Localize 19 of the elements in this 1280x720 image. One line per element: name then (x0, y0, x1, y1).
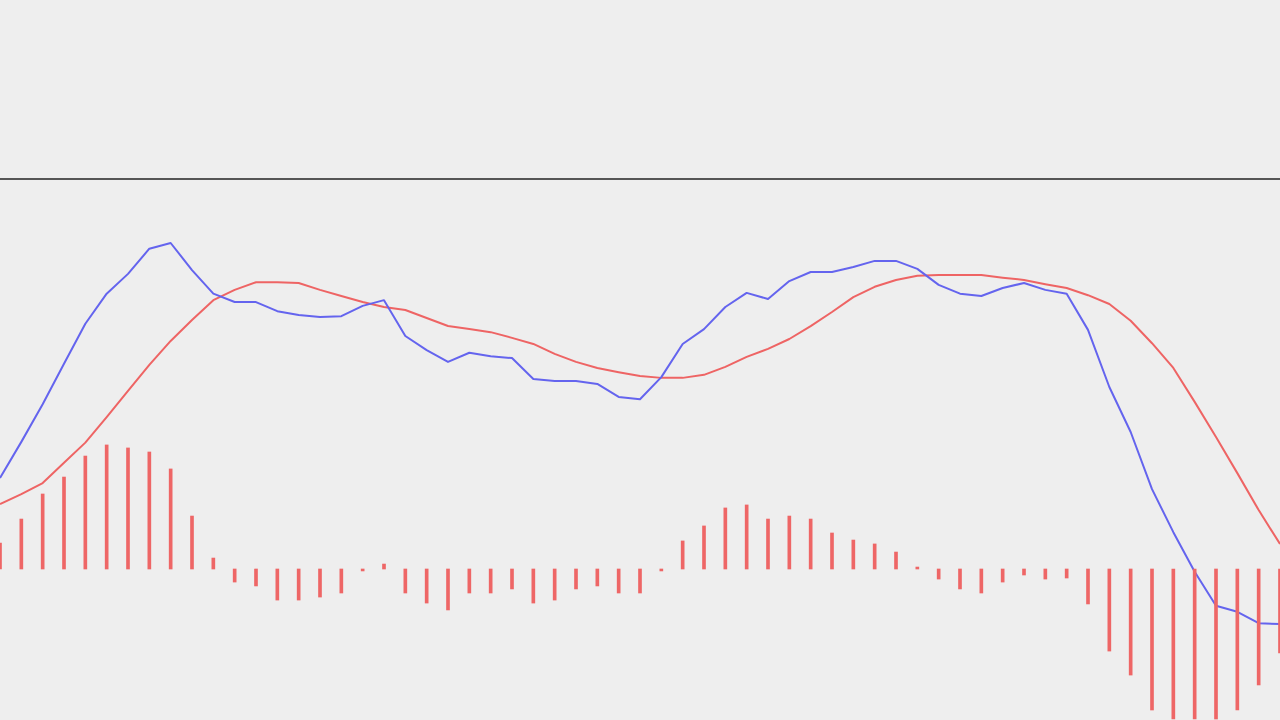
bar (510, 568, 514, 590)
bar (766, 518, 770, 570)
bar (446, 568, 450, 611)
bar (126, 447, 130, 570)
bar (894, 551, 898, 570)
bar (62, 476, 66, 570)
bar (318, 568, 322, 598)
bar (1150, 568, 1154, 711)
bar (574, 568, 578, 590)
bar (1214, 568, 1218, 720)
bar (702, 525, 706, 570)
bar (1022, 568, 1026, 576)
bar (1086, 568, 1090, 605)
bar (382, 563, 386, 570)
bar (830, 532, 834, 570)
bar (190, 515, 194, 570)
bar (254, 568, 258, 587)
bar (958, 568, 962, 590)
bar (638, 568, 642, 594)
